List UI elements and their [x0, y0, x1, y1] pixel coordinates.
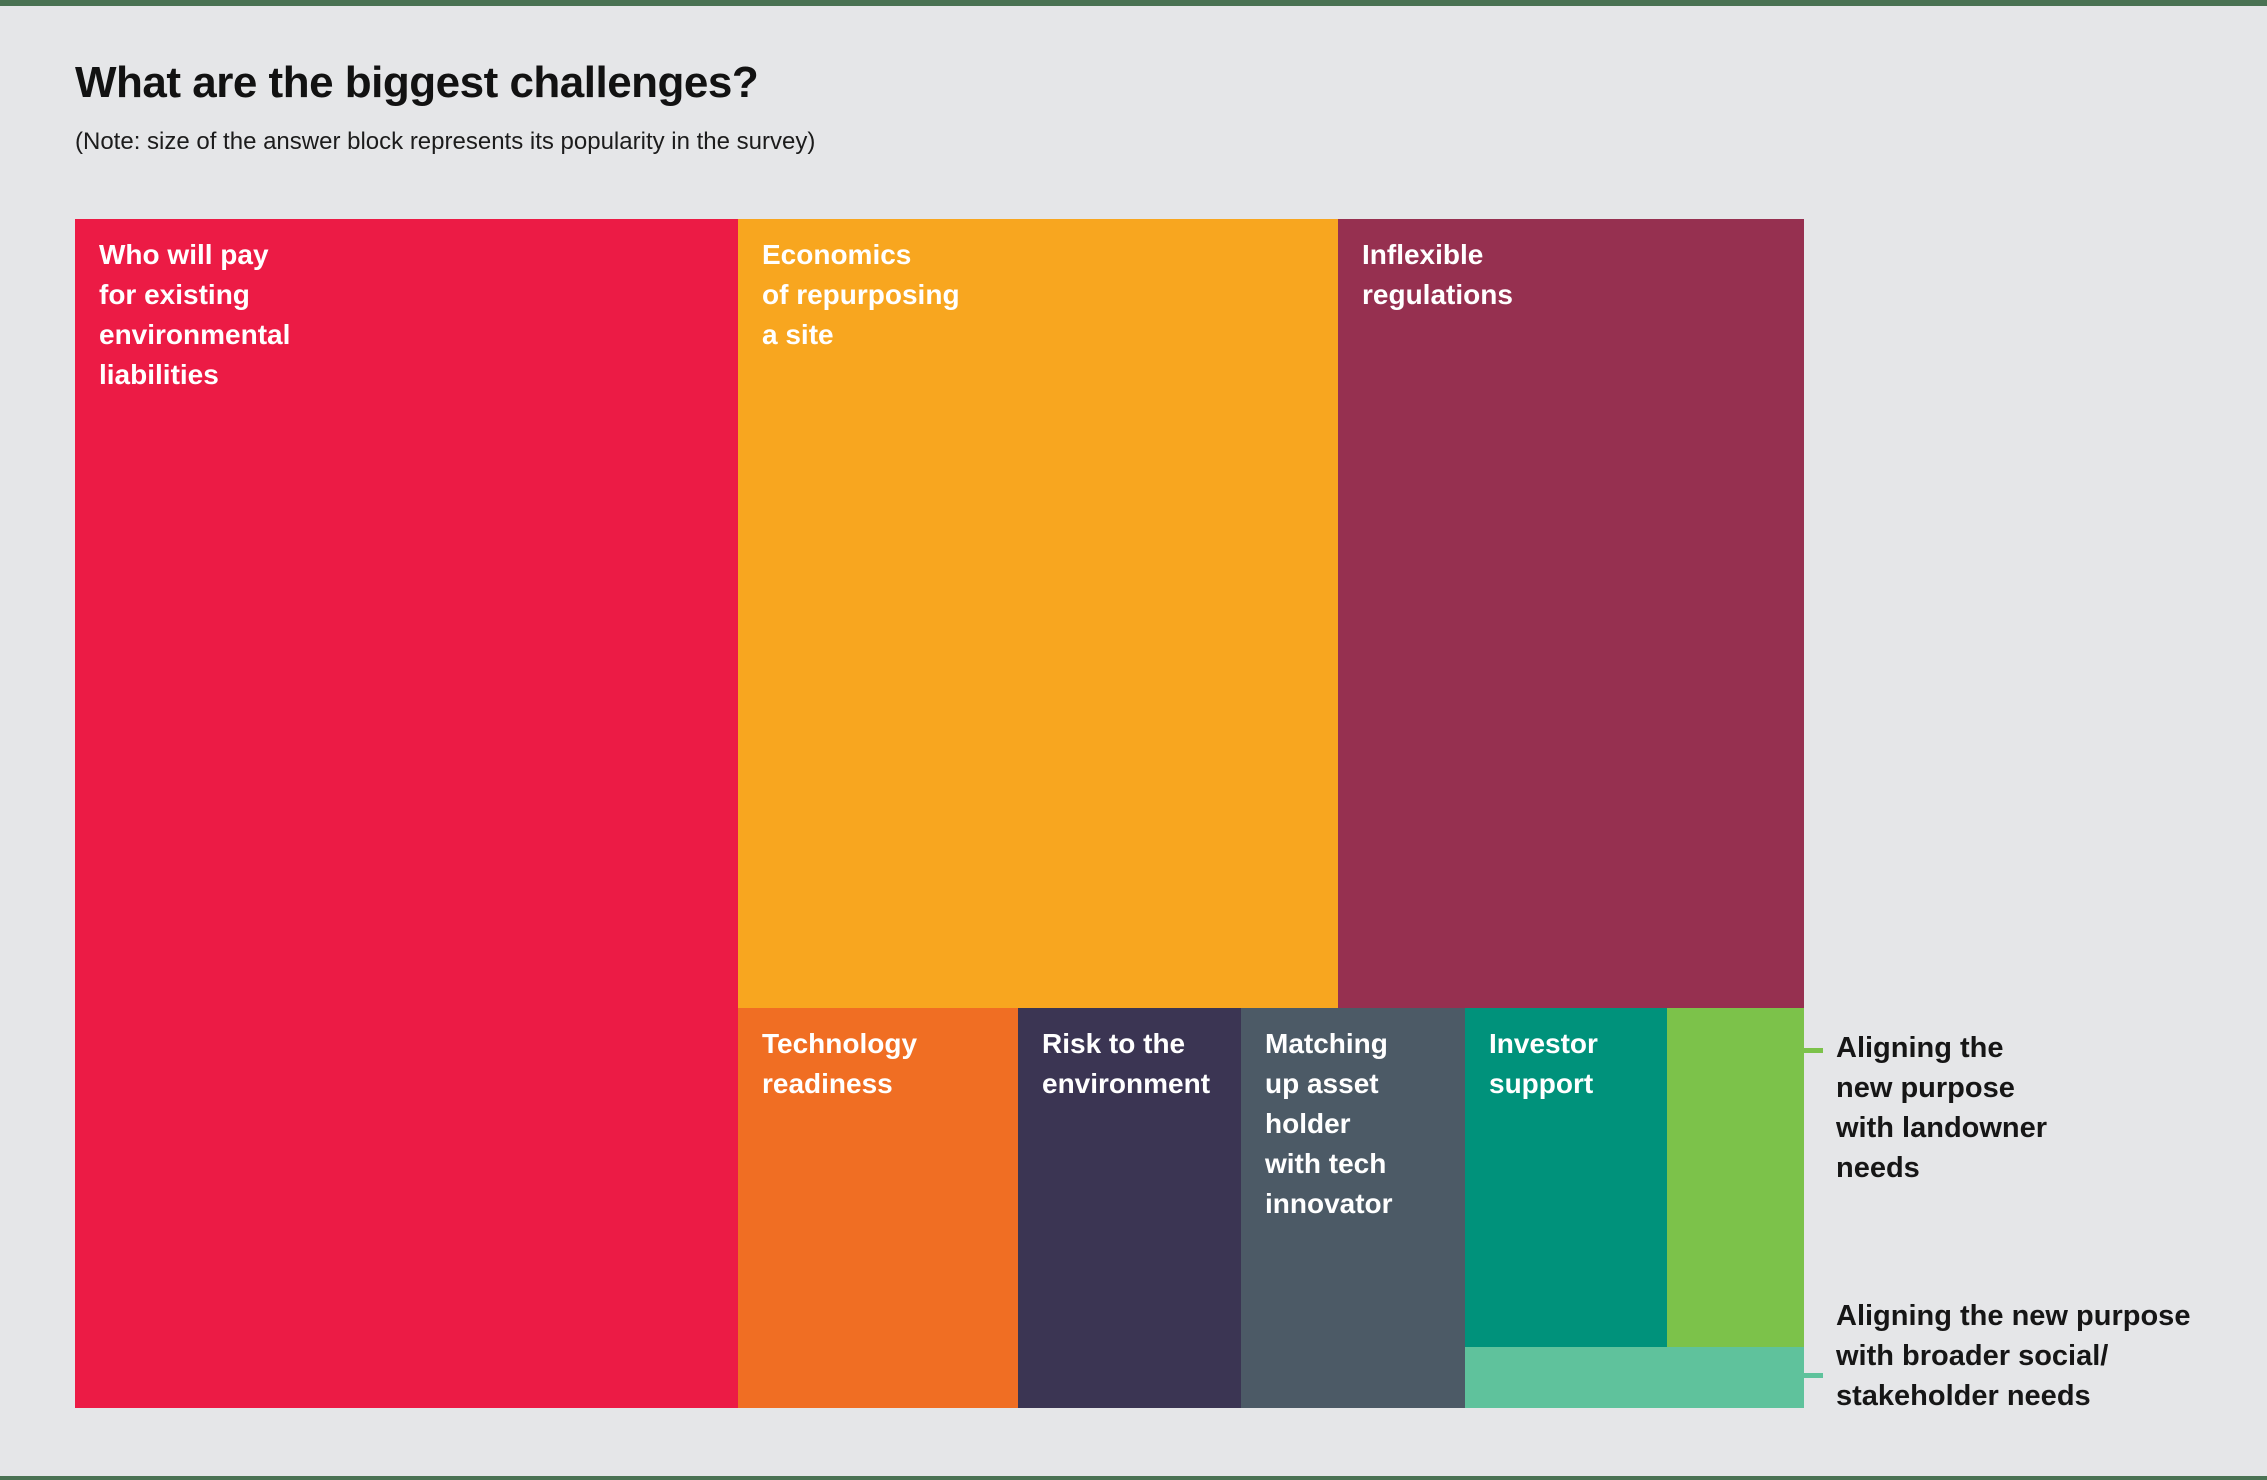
treemap-block-risk-to-the-environment: Risk to the environment: [1018, 1008, 1241, 1408]
annotation-tick-stakeholder: [1803, 1373, 1823, 1378]
treemap-block-label-matching-asset-holder-with-tech-innovator: Matching up asset holder with tech innov…: [1265, 1028, 1393, 1219]
annotation-tick-landowner: [1803, 1048, 1823, 1053]
annotation-landowner-needs: Aligning the new purpose with landowner …: [1836, 1032, 2048, 1184]
top-frame-border: [0, 0, 2267, 6]
treemap-block-label-risk-to-the-environment: Risk to the environment: [1042, 1028, 1211, 1099]
page-subtitle: (Note: size of the answer block represen…: [75, 128, 816, 155]
bottom-frame-border: [0, 1476, 2267, 1480]
treemap-block-investor-support: Investor support: [1465, 1008, 1667, 1347]
treemap-block-label-technology-readiness: Technology readiness: [762, 1028, 918, 1099]
treemap-block-matching-asset-holder-with-tech-innovator: Matching up asset holder with tech innov…: [1241, 1008, 1465, 1408]
treemap-block-label-investor-support: Investor support: [1489, 1028, 1598, 1099]
page-title: What are the biggest challenges?: [75, 58, 759, 107]
treemap-block-label-economics-of-repurposing: Economics of repurposing a site: [762, 239, 960, 350]
treemap-block-aligning-landowner-needs: [1667, 1008, 1804, 1347]
treemap-block-who-will-pay: Who will pay for existing environmental …: [75, 219, 738, 1408]
treemap-block-label-who-will-pay: Who will pay for existing environmental …: [99, 239, 291, 390]
treemap-block-aligning-stakeholder-needs: [1465, 1347, 1804, 1408]
treemap-block-technology-readiness: Technology readiness: [738, 1008, 1018, 1408]
treemap-block-label-inflexible-regulations: Inflexible regulations: [1362, 239, 1513, 310]
treemap-block-economics-of-repurposing: Economics of repurposing a site: [738, 219, 1338, 1008]
annotation-stakeholder-needs: Aligning the new purpose with broader so…: [1836, 1300, 2191, 1412]
treemap-block-inflexible-regulations: Inflexible regulations: [1338, 219, 1804, 1008]
treemap-chart: Who will pay for existing environmental …: [75, 219, 1804, 1408]
